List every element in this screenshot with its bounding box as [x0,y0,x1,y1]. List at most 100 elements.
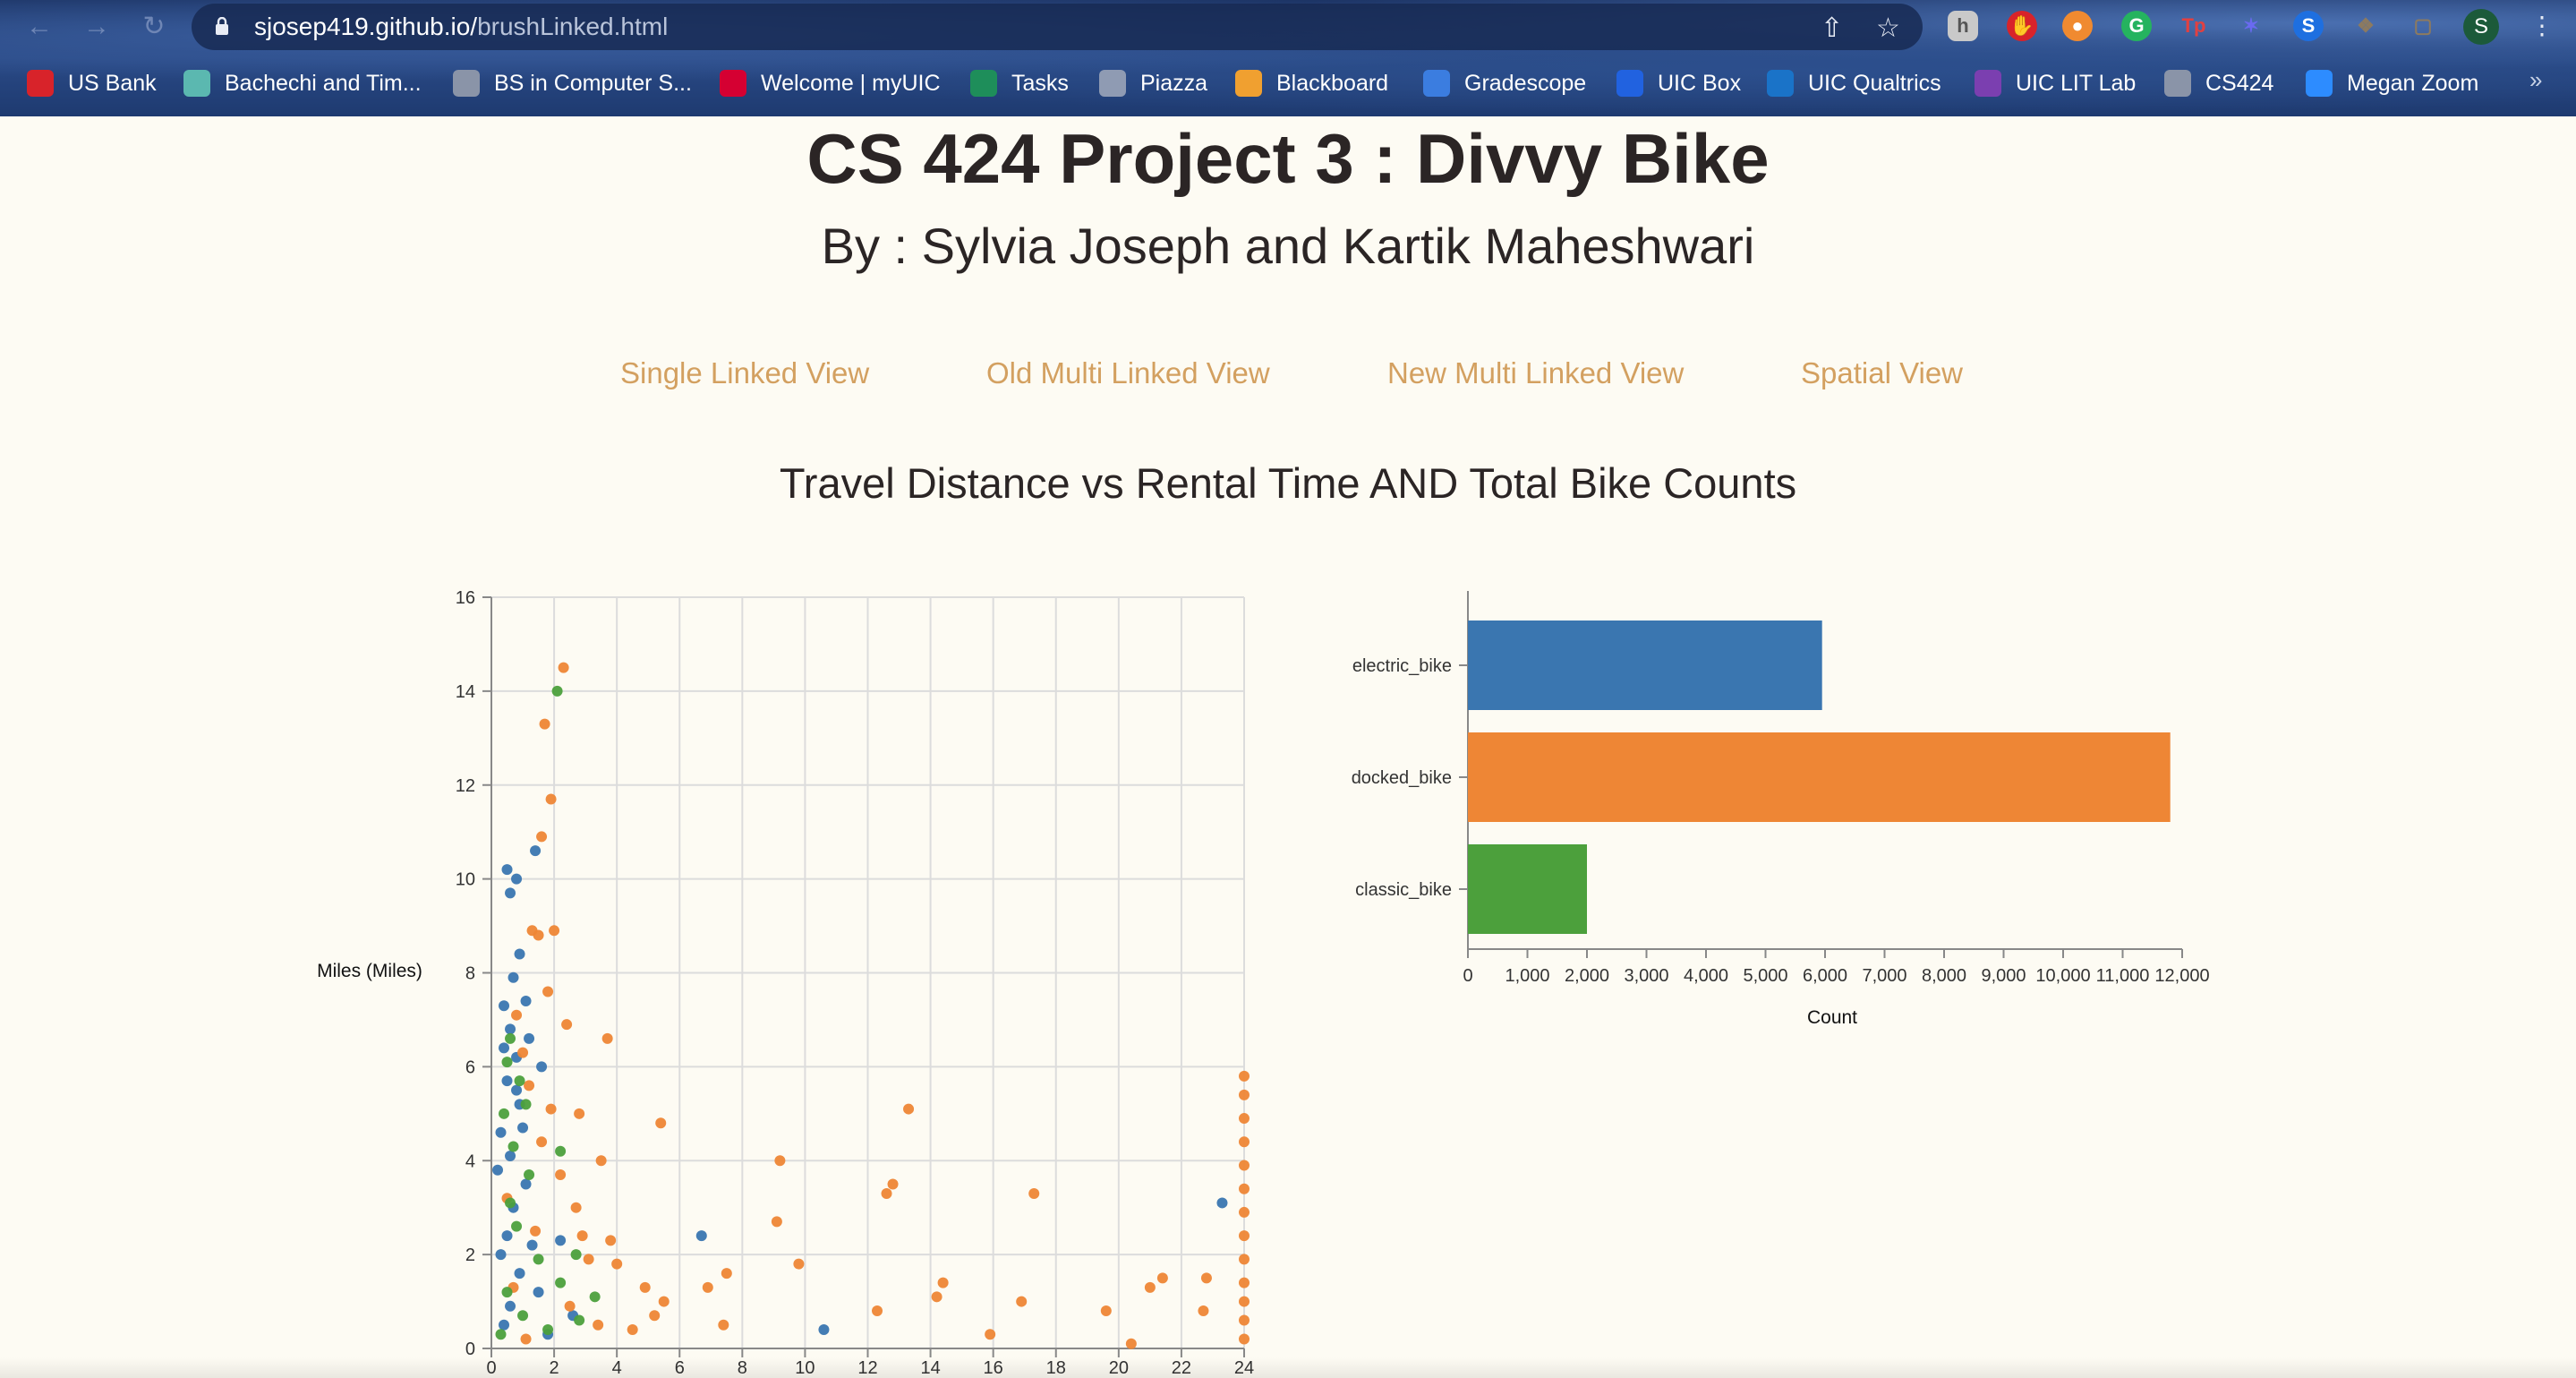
y-tick-label: 0 [465,1339,475,1359]
bookmark-favicon-icon [1767,70,1794,97]
y-tick-label: 6 [465,1057,475,1077]
nav-link-single-linked-view[interactable]: Single Linked View [620,356,870,389]
extensions-puzzle-icon[interactable]: ❖ [2357,14,2375,37]
docked_bike-point [545,793,557,805]
profile-avatar[interactable]: S [2463,9,2499,45]
docked_bike-point [1100,1305,1112,1317]
bookmark-star-icon[interactable]: ☆ [1876,13,1900,43]
bar-docked_bike [1468,732,2171,822]
docked_bike-point [511,1009,523,1021]
bookmark-item[interactable]: Gradescope [1423,68,1586,98]
bookmark-item[interactable]: Bachechi and Tim... [183,68,422,98]
nav-link-spatial-view[interactable]: Spatial View [1801,356,1964,389]
bookmark-item[interactable]: CS424 [2164,68,2273,98]
docked_bike-point [542,986,554,997]
lock-icon [216,17,228,35]
sidebar-icon[interactable]: ▢ [2413,14,2433,37]
bookmark-item[interactable]: UIC Qualtrics [1767,68,1941,98]
y-axis-label: Miles (Miles) [317,961,422,981]
extension-tp-icon[interactable]: Tp [2181,14,2206,37]
docked_bike-point [639,1281,651,1293]
docked_bike-point [605,1235,617,1246]
electric_bike-point [495,1249,507,1261]
extension-7-icon[interactable]: S [2293,11,2324,41]
nav-link-new-multi-linked-view[interactable]: New Multi Linked View [1387,356,1685,389]
x-tick-label: 20 [1109,1358,1129,1378]
bookmark-item[interactable]: Piazza [1099,68,1207,98]
extension-6-icon[interactable]: ✶ [2242,14,2260,37]
grammarly-icon[interactable]: G [2121,11,2152,41]
docked_bike-point [1239,1160,1250,1171]
bookmark-favicon-icon [1423,70,1450,97]
docked_bike-point [655,1117,667,1129]
docked_bike-point [574,1108,585,1119]
docked_bike-point [1239,1277,1250,1288]
docked_bike-point [903,1103,915,1115]
docked_bike-point [593,1319,604,1331]
bookmark-item[interactable]: Tasks [970,68,1069,98]
electric_bike-point [530,845,542,857]
docked_bike-point [1239,1333,1250,1345]
electric_bike-point [555,1235,567,1246]
docked_bike-point [611,1258,623,1270]
docked_bike-point [558,662,569,673]
extension-3-icon[interactable]: ● [2062,11,2093,41]
docked_bike-point [1016,1296,1028,1307]
reload-icon[interactable]: ↻ [142,12,166,41]
share-icon[interactable]: ⇧ [1821,13,1844,43]
electric_bike-point [495,1126,507,1138]
classic_bike-point [514,1075,525,1087]
y-tick-label: 14 [456,682,475,702]
bar-classic_bike [1468,844,1587,934]
bar-x-axis-label: Count [1807,1007,1857,1028]
bookmark-item[interactable]: US Bank [27,68,157,98]
bar-x-tick-label: 2,000 [1565,966,1609,986]
docked_bike-point [931,1291,943,1303]
x-tick-label: 4 [612,1358,622,1378]
x-tick-label: 22 [1172,1358,1191,1378]
classic_bike-point [501,1287,513,1298]
extension-1-icon[interactable]: h [1948,11,1978,41]
forward-icon[interactable]: → [83,12,110,41]
scatter-chart[interactable]: 0246810121416024681012141618202224Miles … [0,573,1289,1378]
menu-dots-icon[interactable]: ⋮ [2529,12,2555,39]
bar-category-label: electric_bike [1352,656,1452,676]
bookmark-item[interactable]: UIC Box [1616,68,1741,98]
bookmark-item[interactable]: BS in Computer S... [453,68,692,98]
extension-stop-icon[interactable]: ✋ [2007,11,2037,41]
bookmark-item[interactable]: Blackboard [1235,68,1388,98]
classic_bike-point [495,1329,507,1340]
docked_bike-point [721,1268,732,1280]
docked_bike-point [985,1329,996,1340]
docked_bike-point [1144,1281,1156,1293]
browser-chrome: ← → ↻ sjosep419.github.io/brushLinked.ht… [0,0,2576,116]
url-text: sjosep419.github.io/brushLinked.html [254,13,668,41]
nav-link-old-multi-linked-view[interactable]: Old Multi Linked View [986,356,1270,389]
bookmark-item[interactable]: Welcome | myUIC [720,68,941,98]
docked_bike-point [524,1080,535,1091]
bar-category-label: classic_bike [1355,880,1452,900]
bookmark-label: US Bank [68,70,157,96]
electric_bike-point [505,887,516,899]
chevron-right-icon[interactable]: » [2529,66,2543,93]
bookmark-item[interactable]: Megan Zoom [2306,68,2478,98]
classic_bike-point [501,1057,513,1068]
bookmark-item[interactable]: UIC LIT Lab [1975,68,2136,98]
bookmark-favicon-icon [1616,70,1643,97]
docked_bike-point [549,925,560,937]
bar-chart[interactable]: electric_bike docked_bike classic_bike 0 1,0… [1316,591,2265,1057]
docked_bike-point [627,1324,638,1336]
electric_bike-point [514,1268,525,1280]
docked_bike-point [718,1319,729,1331]
docked_bike-point [583,1254,594,1265]
bar-x-tick-label: 1,000 [1505,966,1549,986]
electric_bike-point [695,1230,707,1242]
bookmark-favicon-icon [453,70,480,97]
docked_bike-point [1239,1296,1250,1307]
address-bar[interactable]: sjosep419.github.io/brushLinked.html ⇧ ☆ [192,4,1923,50]
docked_bike-point [1028,1187,1040,1199]
back-icon[interactable]: ← [26,12,53,41]
classic_bike-point [589,1291,601,1303]
electric_bike-point [499,1042,510,1054]
x-tick-label: 2 [550,1358,559,1378]
